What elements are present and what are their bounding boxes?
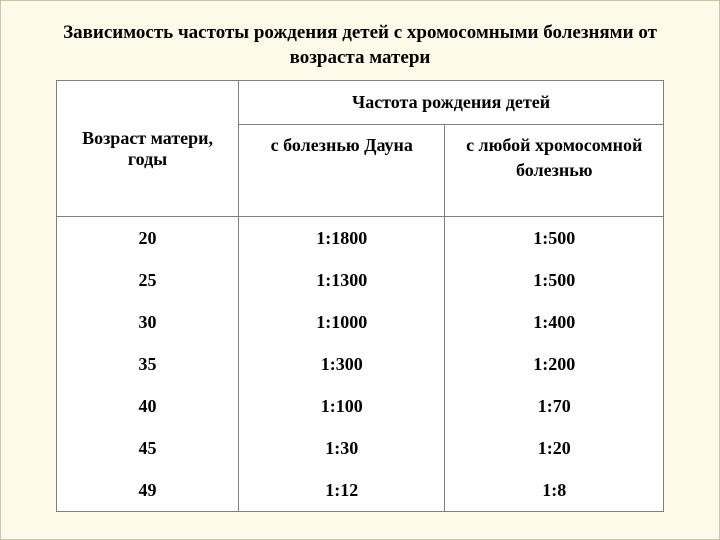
cell-any: 1:70 — [445, 385, 663, 427]
cell-down: 1:300 — [239, 343, 444, 385]
cell-age: 20 — [57, 217, 238, 259]
header-any: с любой хромосомной болезнью — [445, 125, 664, 217]
cell-age: 40 — [57, 385, 238, 427]
cell-down: 1:1000 — [239, 301, 444, 343]
header-age: Возраст матери, годы — [57, 81, 239, 217]
cell-any: 1:20 — [445, 427, 663, 469]
cell-down: 1:100 — [239, 385, 444, 427]
cell-age: 49 — [57, 469, 238, 511]
cell-age: 45 — [57, 427, 238, 469]
data-table: Возраст матери, годы Частота рождения де… — [56, 80, 664, 512]
cell-down: 1:12 — [239, 469, 444, 511]
cell-down: 1:1800 — [239, 217, 444, 259]
table-body: 20253035404549 1:18001:13001:10001:3001:… — [57, 217, 664, 512]
cell-down: 1:1300 — [239, 259, 444, 301]
cell-any: 1:8 — [445, 469, 663, 511]
cell-any: 1:400 — [445, 301, 663, 343]
cell-any: 1:200 — [445, 343, 663, 385]
cell-any: 1:500 — [445, 217, 663, 259]
cell-down: 1:30 — [239, 427, 444, 469]
cell-age: 35 — [57, 343, 238, 385]
header-frequency: Частота рождения детей — [239, 81, 664, 125]
cell-age: 30 — [57, 301, 238, 343]
cell-age: 25 — [57, 259, 238, 301]
page-title: Зависимость частоты рождения детей с хро… — [56, 21, 664, 70]
cell-any: 1:500 — [445, 259, 663, 301]
header-down: с болезнью Дауна — [239, 125, 445, 217]
